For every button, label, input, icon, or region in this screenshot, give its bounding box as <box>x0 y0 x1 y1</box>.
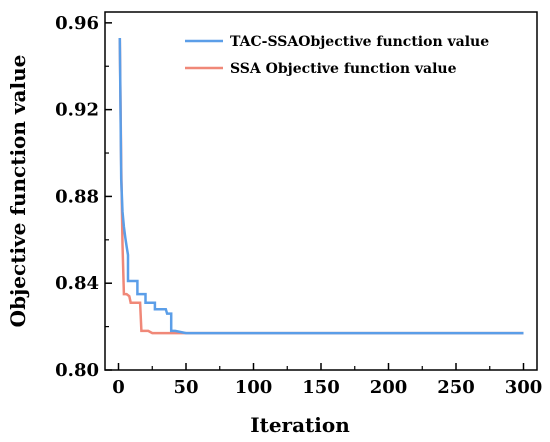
x-tick-label: 200 <box>370 377 408 398</box>
series-line-1 <box>118 37 524 335</box>
x-axis-title: Iteration <box>250 413 350 437</box>
x-tick-label: 250 <box>437 377 475 398</box>
legend-label-1: TAC-SSAObjective function value <box>230 34 489 50</box>
series-layer <box>118 37 524 335</box>
y-tick-label: 0.80 <box>55 360 99 381</box>
x-tick-label: 300 <box>505 377 543 398</box>
x-tick-label: 100 <box>235 377 273 398</box>
series-line-2 <box>118 37 524 335</box>
y-tick-label: 0.92 <box>55 100 99 121</box>
x-tick-label: 0 <box>112 377 125 398</box>
x-axis: 0 50 100 150 200 250 300 <box>112 363 542 398</box>
legend-label-2: SSA Objective function value <box>230 61 457 77</box>
y-axis: 0.80 0.84 0.88 0.92 0.96 <box>55 13 112 381</box>
legend: TAC-SSAObjective function value SSA Objec… <box>185 34 489 77</box>
x-tick-label: 50 <box>173 377 198 398</box>
y-axis-title: Objective function value <box>6 55 30 328</box>
y-tick-label: 0.96 <box>55 13 99 34</box>
y-tick-label: 0.84 <box>55 273 99 294</box>
y-tick-label: 0.88 <box>55 186 99 207</box>
x-tick-label: 150 <box>302 377 340 398</box>
